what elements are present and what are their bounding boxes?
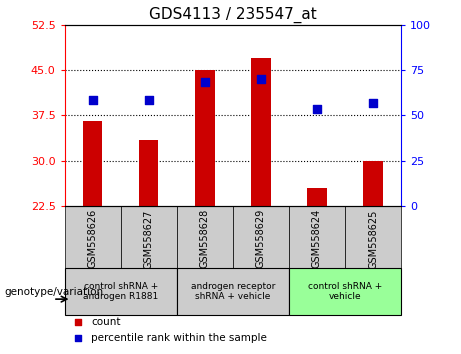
Point (74, 335, 82, 341)
Bar (65, 268, 177, 315)
Text: control shRNA +
vehicle: control shRNA + vehicle (308, 282, 382, 301)
Bar (233, 206, 289, 268)
Text: androgen receptor
shRNA + vehicle: androgen receptor shRNA + vehicle (190, 282, 275, 301)
Bar (177, 206, 233, 268)
Point (74, 319, 82, 325)
Text: percentile rank within the sample: percentile rank within the sample (91, 333, 267, 343)
Text: GSM558626: GSM558626 (88, 209, 98, 268)
Bar (65, 206, 121, 268)
Point (145, 97, 152, 103)
Point (89, 97, 96, 103)
Title: GDS4113 / 235547_at: GDS4113 / 235547_at (149, 7, 317, 23)
Bar (83, 121, 102, 206)
Bar (289, 268, 401, 315)
Bar (139, 139, 159, 206)
Bar (307, 188, 327, 206)
Bar (195, 70, 214, 206)
Text: genotype/variation: genotype/variation (5, 287, 104, 297)
Text: GSM558625: GSM558625 (368, 209, 378, 269)
Text: GSM558629: GSM558629 (256, 209, 266, 268)
Bar (345, 206, 401, 268)
Bar (177, 268, 289, 315)
Bar (289, 206, 345, 268)
Text: count: count (91, 317, 121, 327)
Text: GSM558624: GSM558624 (312, 209, 322, 268)
Text: GSM558627: GSM558627 (144, 209, 154, 269)
Bar (363, 161, 383, 206)
Point (257, 76, 265, 82)
Point (313, 107, 321, 112)
Point (201, 79, 208, 85)
Bar (251, 58, 271, 206)
Point (369, 101, 377, 106)
Text: GSM558628: GSM558628 (200, 209, 210, 268)
Bar (121, 206, 177, 268)
Text: control shRNA +
androgen R1881: control shRNA + androgen R1881 (83, 282, 158, 301)
